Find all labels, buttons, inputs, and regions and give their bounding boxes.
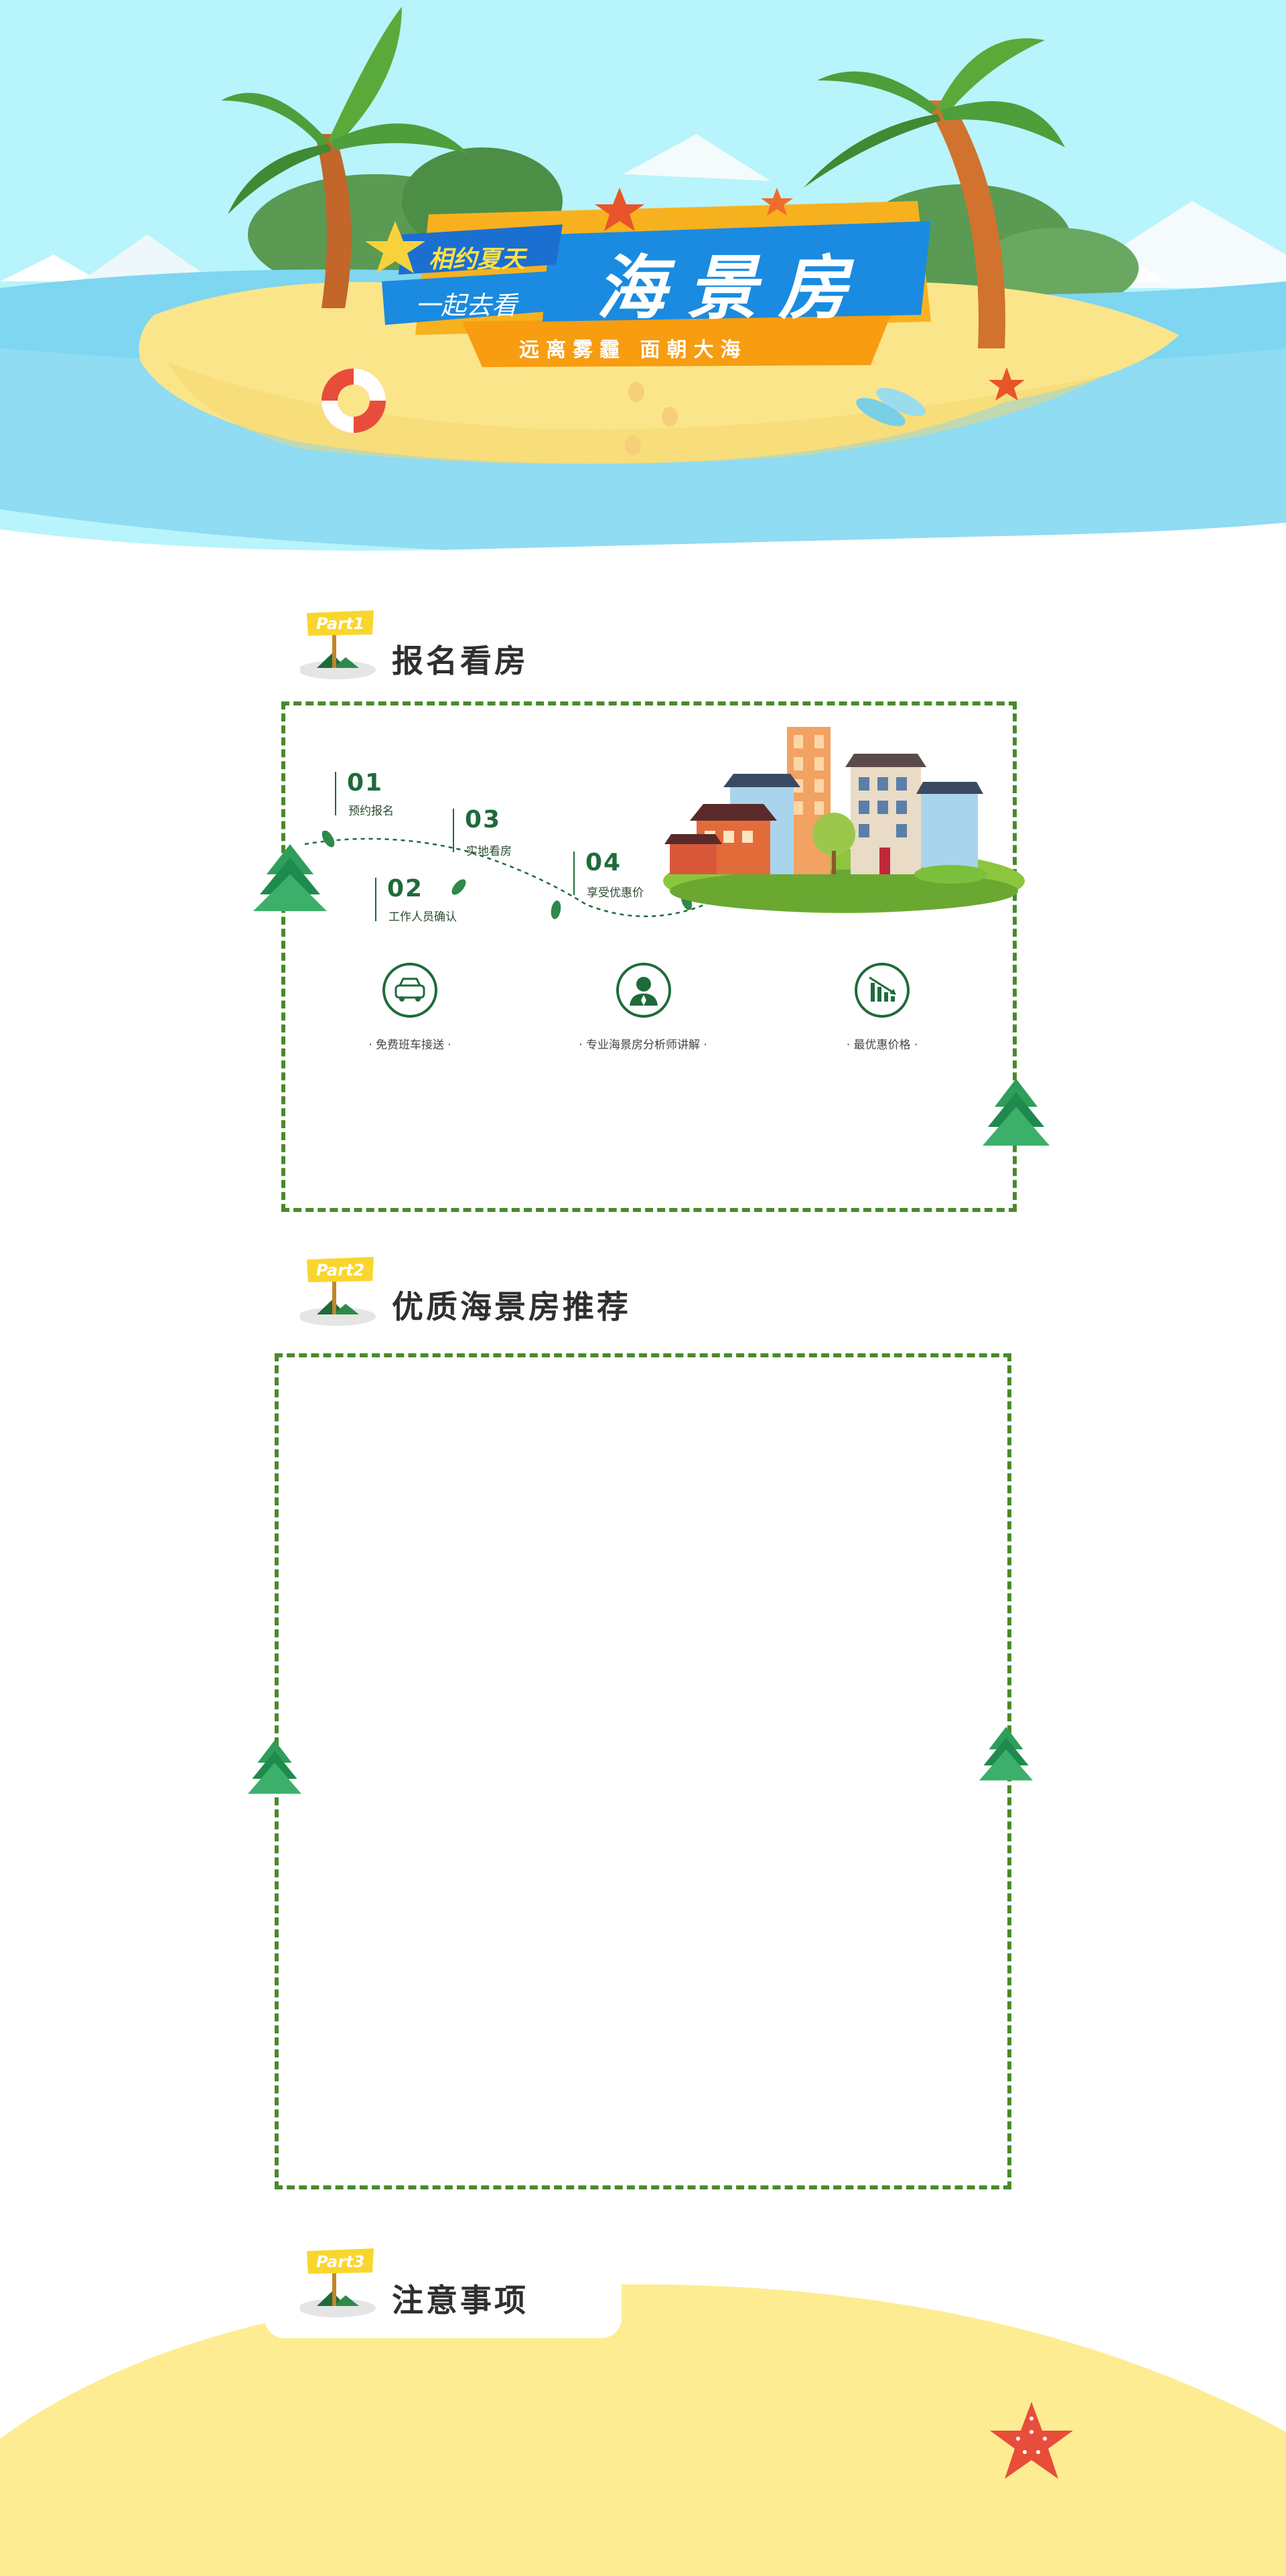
part3-badge-label: Part3 [316, 2252, 365, 2271]
signpost-icon [300, 610, 376, 679]
step-02-bar [375, 878, 376, 921]
section-title-recommend: 优质海景房推荐 [392, 1289, 631, 1326]
signpost-icon [300, 1257, 376, 1326]
feature-best-price-label: · 最优惠价格 · [846, 1038, 918, 1052]
tree-icon [979, 1726, 1033, 1781]
price-down-icon [855, 963, 910, 1018]
beach-scene-illustration [0, 0, 1286, 569]
part1-badge-label: Part1 [316, 614, 365, 633]
part3-badge: Part3 [300, 2244, 380, 2318]
step-04-bar [573, 852, 575, 895]
step-03-bar [453, 809, 454, 852]
banner-tagline-2: 一起去看 [415, 291, 518, 320]
banner-tagline-1: 相约夏天 [429, 246, 526, 273]
part2-badge: Part2 [300, 1253, 380, 1327]
step-02-label: 工作人员确认 [388, 910, 457, 924]
houses-illustration [663, 727, 1025, 913]
banner-main-title: 海景房 [596, 247, 870, 329]
step-01-number: 01 [347, 769, 384, 797]
tree-icon [253, 844, 327, 911]
step-03-label: 实地看房 [466, 845, 512, 858]
step-04-label: 享受优惠价 [587, 886, 644, 900]
section-title-notice: 注意事项 [392, 2283, 528, 2319]
feature-advisor-label: · 专业海景房分析师讲解 · [579, 1038, 707, 1052]
step-03-number: 03 [465, 806, 502, 833]
part1-badge: Part1 [300, 606, 380, 680]
hero-banner: 相约夏天 一起去看 海景房 远离雾霾 面朝大海 [0, 0, 1286, 569]
section-title-signup: 报名看房 [392, 643, 528, 680]
signup-frame [281, 701, 1017, 1212]
car-icon [382, 963, 437, 1018]
step-02-number: 02 [387, 875, 424, 902]
step-01-bar [335, 772, 336, 815]
sand-footer [0, 2284, 1286, 2576]
step-04-number: 04 [585, 849, 622, 876]
advisor-icon [616, 963, 671, 1018]
tree-icon [248, 1740, 301, 1794]
step-01-label: 预约报名 [348, 805, 394, 818]
banner-subtitle: 远离雾霾 面朝大海 [519, 338, 747, 362]
part2-badge-label: Part2 [316, 1261, 365, 1280]
recommend-frame [275, 1353, 1011, 2189]
tree-icon [983, 1079, 1050, 1146]
feature-shuttle-label: · 免费班车接送 · [368, 1038, 451, 1052]
signpost-icon [300, 2248, 376, 2317]
